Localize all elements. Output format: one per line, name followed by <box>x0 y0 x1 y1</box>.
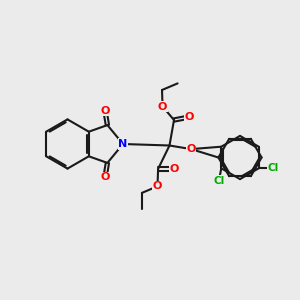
Text: O: O <box>170 164 179 174</box>
Text: O: O <box>100 172 110 182</box>
Text: O: O <box>186 144 196 154</box>
Text: O: O <box>158 101 167 112</box>
Text: O: O <box>185 112 194 122</box>
Text: O: O <box>153 181 162 191</box>
Text: Cl: Cl <box>213 176 224 186</box>
Text: Cl: Cl <box>268 163 279 173</box>
Text: O: O <box>100 106 110 116</box>
Text: N: N <box>118 139 127 149</box>
